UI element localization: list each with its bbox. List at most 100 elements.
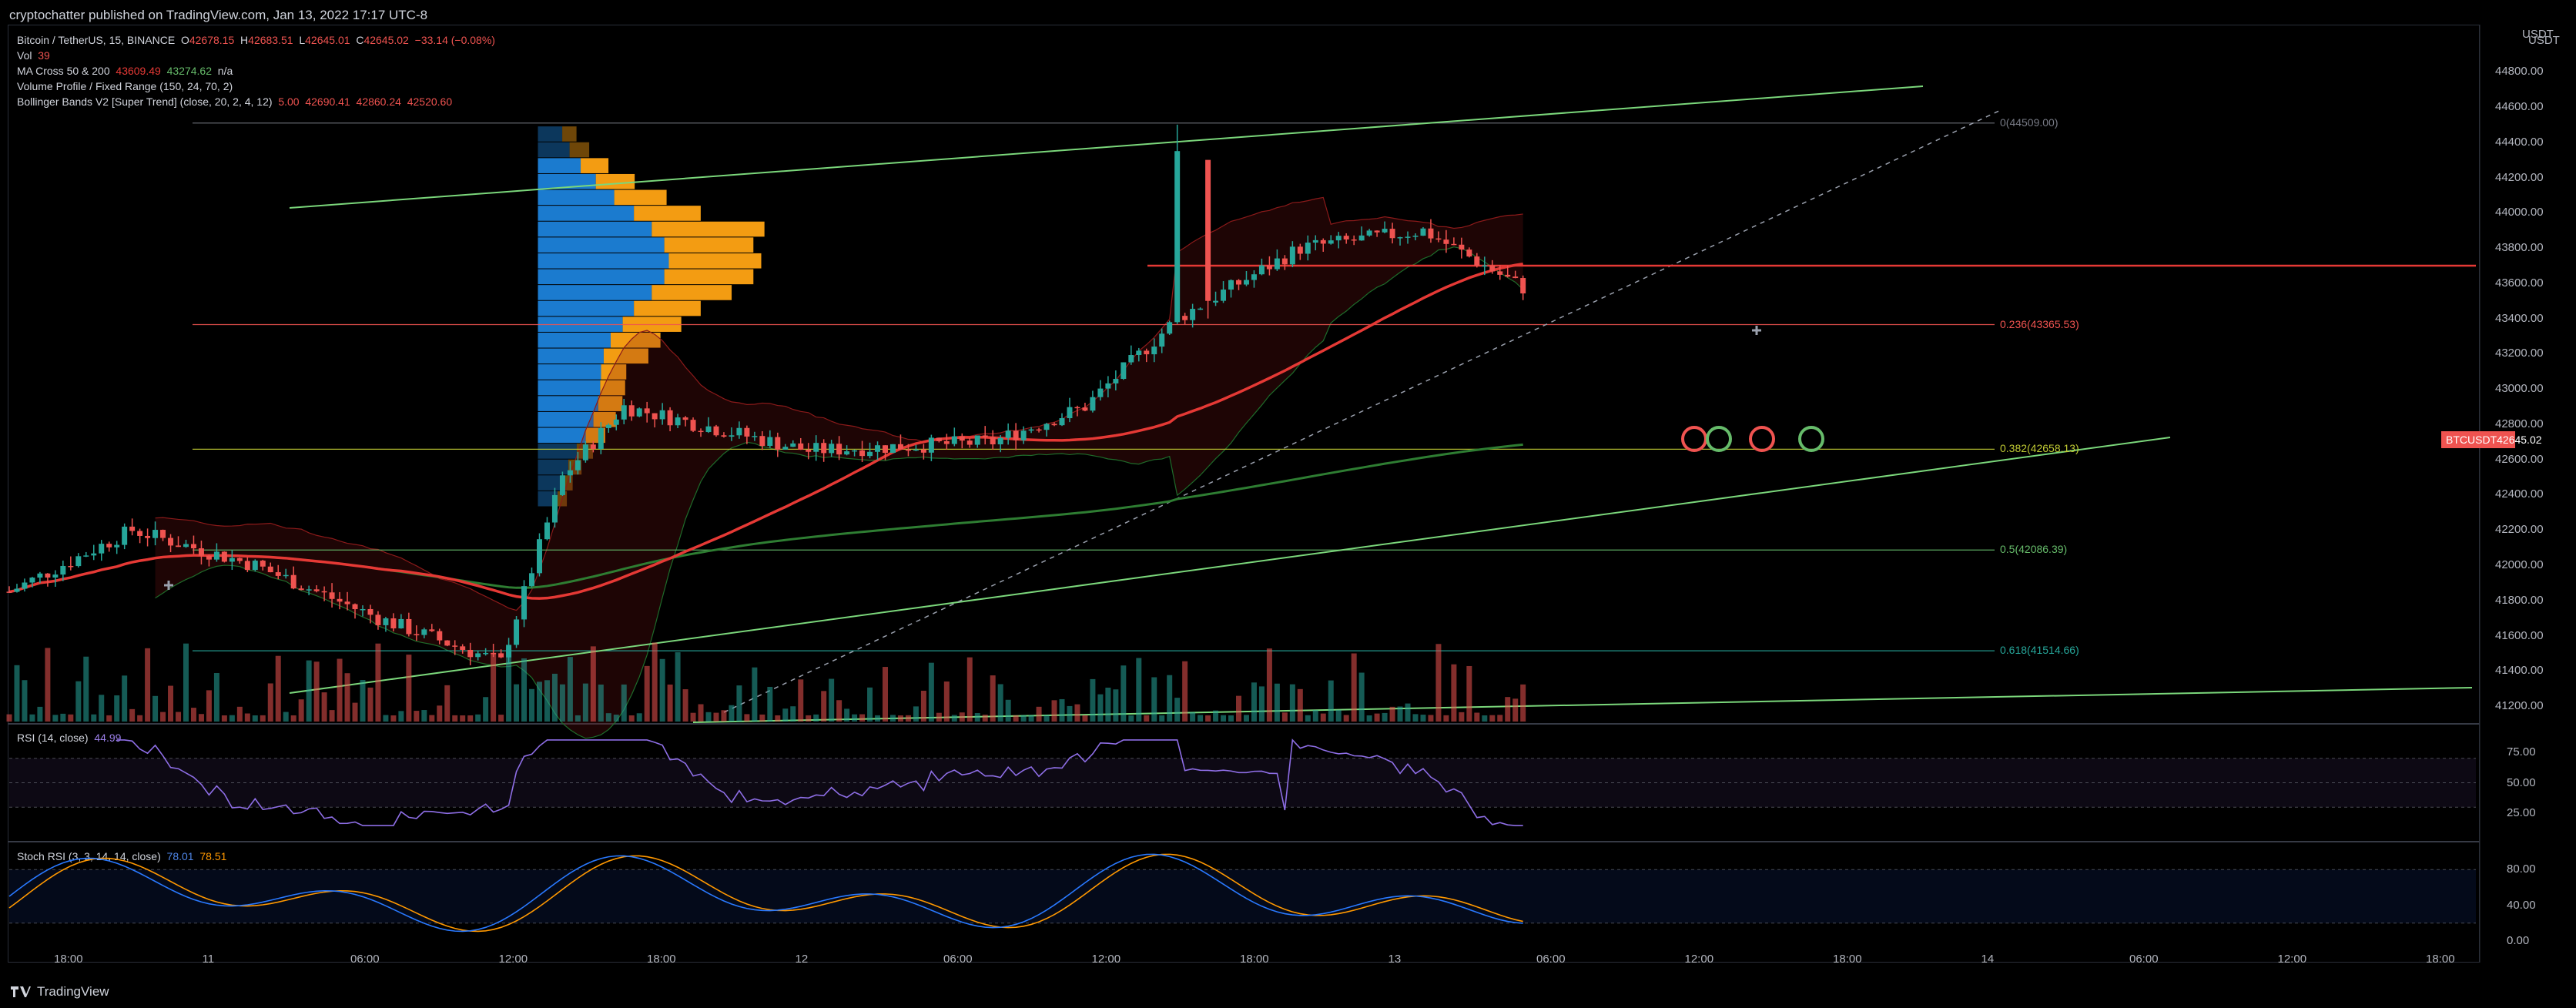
- legend-stoch-row[interactable]: Stoch RSI (3, 3, 14, 14, close) 78.01 78…: [17, 850, 226, 862]
- candle: [421, 628, 427, 638]
- candle-body: [444, 640, 451, 646]
- volume-bar: [1198, 715, 1204, 722]
- candle-body: [344, 601, 350, 604]
- candle-body: [1167, 322, 1173, 334]
- candle: [636, 407, 642, 417]
- trendline-lower: [289, 437, 2171, 694]
- moving-averages: [8, 263, 2476, 600]
- candle-body: [176, 545, 182, 548]
- rsi-tick: 75.00: [2507, 745, 2536, 759]
- volume-bar: [344, 673, 350, 722]
- volume-bar: [875, 715, 881, 722]
- volume-bar: [559, 684, 565, 722]
- volume-bar: [483, 697, 489, 722]
- signal-marker-2: [1749, 426, 1775, 452]
- volume-bar: [1258, 686, 1265, 722]
- candle: [1136, 347, 1142, 362]
- candle-body: [1082, 407, 1088, 411]
- ma200-value: 43274.62: [166, 65, 212, 77]
- candle-body: [959, 436, 965, 441]
- candle: [943, 434, 950, 450]
- candle: [1074, 405, 1080, 417]
- price-tick: 41200.00: [2495, 699, 2544, 713]
- volume-bar: [14, 665, 20, 722]
- candle: [590, 440, 596, 453]
- candle: [1420, 226, 1426, 236]
- volume-bar: [1443, 715, 1449, 722]
- fib-label-3: 0.5(42086.39): [2000, 543, 2068, 556]
- volume-bar: [99, 695, 105, 722]
- volume-bar: [1358, 672, 1365, 722]
- volume-bar: [659, 658, 665, 722]
- volume-bar: [1274, 683, 1280, 722]
- price-tick: 41400.00: [2495, 664, 2544, 678]
- volume-bar: [467, 715, 474, 722]
- volume-bar: [1082, 715, 1088, 722]
- vp-row-up: [538, 221, 652, 237]
- candle-body: [467, 649, 474, 658]
- volume-bar: [913, 706, 919, 722]
- legend-bb-row[interactable]: Bollinger Bands V2 [Super Trend] (close,…: [17, 95, 452, 108]
- trendlines: [289, 85, 2473, 723]
- candle: [836, 436, 842, 460]
- volume-bar: [267, 683, 273, 722]
- vp-row-down: [601, 364, 627, 380]
- candle-body: [621, 405, 627, 420]
- candle: [529, 567, 535, 588]
- cross-marker-left: [164, 581, 173, 590]
- candle: [1228, 279, 1234, 298]
- legend-rsi-row[interactable]: RSI (14, close) 44.99: [17, 732, 121, 744]
- candle-body: [329, 592, 335, 599]
- volume-bar: [744, 714, 750, 722]
- fib-diagonal: [723, 109, 2003, 713]
- time-tick: 12:00: [1091, 953, 1121, 966]
- candle-body: [1221, 290, 1227, 301]
- candle-body: [452, 645, 458, 647]
- candle: [990, 430, 996, 450]
- candle-body: [744, 427, 750, 437]
- candle: [383, 617, 389, 632]
- rsi-tick: 25.00: [2507, 806, 2536, 820]
- candle: [1198, 307, 1204, 310]
- vp-row-up: [538, 158, 581, 173]
- rsi-pane: [9, 738, 2476, 826]
- volume-bar: [1159, 715, 1165, 722]
- candle-body: [421, 629, 427, 635]
- price-axis-currency-top: USDT: [2522, 28, 2554, 41]
- candle: [613, 414, 619, 430]
- stoch-tick: 80.00: [2507, 862, 2536, 876]
- volume-bar: [1136, 658, 1142, 722]
- candle-body: [313, 589, 320, 591]
- candle-body: [582, 444, 588, 460]
- legend-vp-row[interactable]: Volume Profile / Fixed Range (150, 24, 7…: [17, 80, 233, 92]
- candle-body: [236, 558, 243, 561]
- volume-bar: [959, 712, 965, 722]
- candle: [483, 648, 489, 656]
- candle: [1389, 223, 1395, 244]
- candle-body: [22, 582, 28, 589]
- volume-bar: [690, 712, 696, 722]
- candle-body: [106, 544, 112, 548]
- legend-vol-row[interactable]: Vol 39: [17, 49, 50, 62]
- volume-bar: [1051, 700, 1057, 722]
- legend-symbol-row: Bitcoin / TetherUS, 15, BINANCE O42678.1…: [17, 34, 495, 46]
- candle-body: [1397, 237, 1403, 239]
- bb-value-3: 42860.24: [356, 95, 401, 108]
- volume-bar: [652, 642, 658, 722]
- candle-body: [1013, 430, 1019, 440]
- candle: [1459, 237, 1465, 259]
- candle: [598, 422, 604, 454]
- candle: [1113, 370, 1119, 391]
- volume-bar: [1343, 715, 1349, 722]
- fib-label-0: 0(44509.00): [2000, 116, 2058, 129]
- symbol-title[interactable]: Bitcoin / TetherUS, 15, BINANCE: [17, 34, 176, 46]
- legend-ma-row[interactable]: MA Cross 50 & 200 43609.49 43274.62 n/a: [17, 65, 233, 77]
- volume-bar: [160, 712, 166, 722]
- volume-bar: [452, 715, 458, 722]
- ma-label: MA Cross 50 & 200: [17, 65, 110, 77]
- ma200-line: [8, 443, 1523, 594]
- volume-bar: [114, 695, 120, 722]
- volume-bar: [705, 712, 712, 722]
- candle-body: [1036, 429, 1042, 431]
